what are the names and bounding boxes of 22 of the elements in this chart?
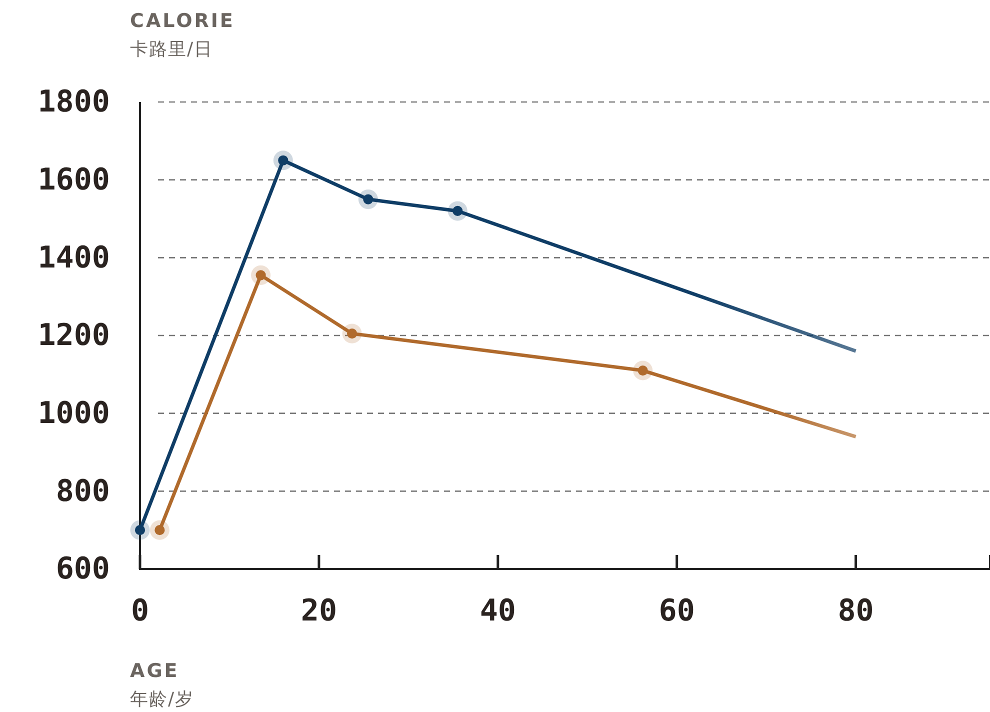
x-tick-label: 0 <box>130 593 150 628</box>
y-tick-label: 1600 <box>38 162 110 198</box>
x-tick-label: 20 <box>300 593 338 628</box>
y-tick-label: 800 <box>56 474 110 509</box>
y-tick-label: 1200 <box>38 318 110 354</box>
point <box>633 360 653 380</box>
x-tick-label: 80 <box>838 593 874 628</box>
point <box>130 520 150 540</box>
y-tick-label: 600 <box>56 552 110 587</box>
point <box>251 265 271 285</box>
y-tick-label: 1000 <box>38 396 110 431</box>
y-axis-title: CALORIE 卡路里/日 <box>130 10 235 60</box>
point <box>342 324 362 344</box>
point <box>358 190 378 210</box>
y-tick-label: 1800 <box>38 84 110 120</box>
point <box>150 520 170 540</box>
x-axis-title: AGE 年龄/岁 <box>130 660 194 710</box>
x-tick-label: 60 <box>658 593 695 628</box>
y-tick-label: 1400 <box>38 240 110 276</box>
point <box>448 201 468 221</box>
x-tick-label: 40 <box>480 593 516 628</box>
point <box>273 150 293 170</box>
